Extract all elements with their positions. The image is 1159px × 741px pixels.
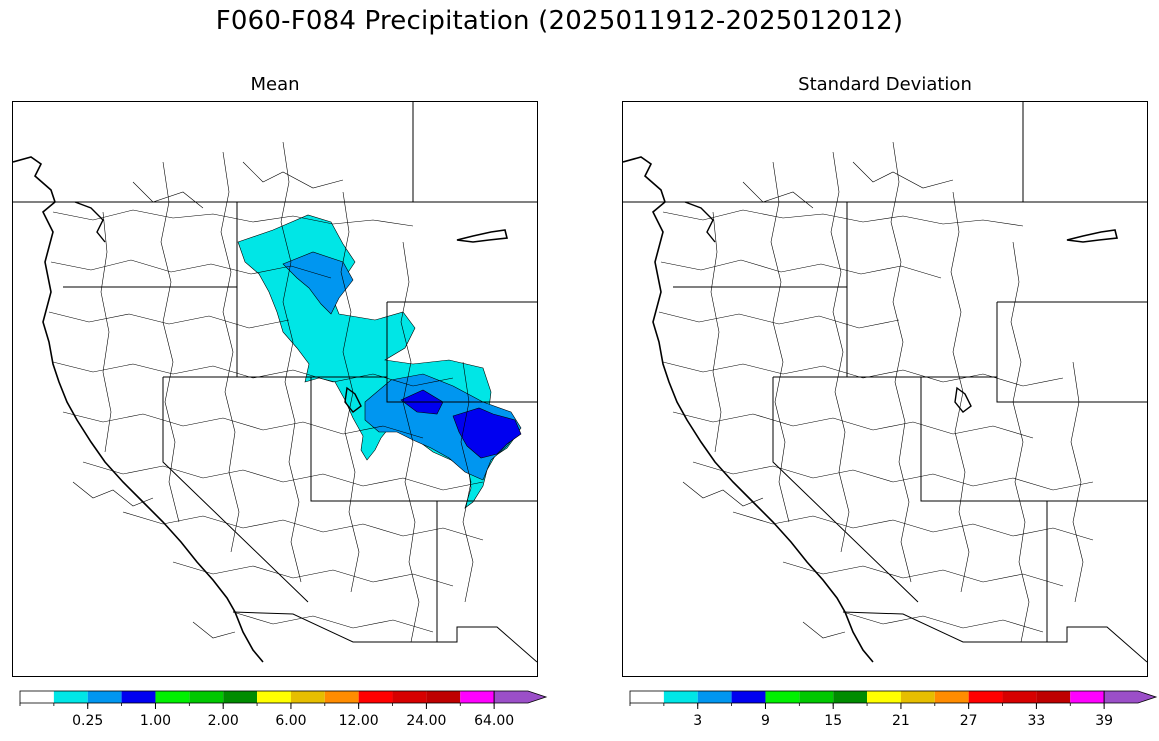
colorbar-tick-label: 27 bbox=[960, 713, 978, 729]
colorbar-stddev: 3 9 15 21 27 33 39 bbox=[628, 689, 1158, 737]
great-salt-lake bbox=[954, 386, 972, 413]
colorbar-swatch bbox=[731, 691, 766, 703]
colorbar-tick-label: 2.00 bbox=[208, 713, 239, 729]
precip-shading bbox=[237, 214, 522, 509]
figure-title: F060-F084 Precipitation (2025011912-2025… bbox=[215, 6, 904, 36]
colorbar-tick-label: 3 bbox=[693, 713, 702, 729]
colorbar-swatch bbox=[358, 691, 393, 703]
colorbar-swatch bbox=[934, 691, 969, 703]
colorbar-tick-label: 6.00 bbox=[275, 713, 306, 729]
colorbar-swatch bbox=[155, 691, 190, 703]
panel-title-mean: Mean bbox=[250, 74, 300, 95]
colorbar-swatch bbox=[697, 691, 732, 703]
map-stddev bbox=[622, 101, 1148, 677]
colorbar-swatch bbox=[121, 691, 156, 703]
colorbar-swatch bbox=[630, 691, 664, 703]
colorbar-extend-arrow bbox=[493, 690, 548, 704]
colorbar-extend-arrow bbox=[1103, 690, 1158, 704]
colorbar-swatch bbox=[87, 691, 122, 703]
precip-medium bbox=[282, 251, 354, 315]
colorbar-tick-label: 21 bbox=[892, 713, 910, 729]
colorbar-tick-label: 1.00 bbox=[140, 713, 171, 729]
colorbar-tick-label: 39 bbox=[1095, 713, 1113, 729]
colorbar-tick-label: 0.25 bbox=[72, 713, 103, 729]
colorbar-swatch bbox=[833, 691, 868, 703]
colorbar-swatch bbox=[20, 691, 54, 703]
colorbar-swatch bbox=[392, 691, 427, 703]
map-mean bbox=[12, 101, 538, 677]
colorbar-swatch bbox=[867, 691, 901, 703]
lake-superior bbox=[1066, 229, 1118, 243]
colorbar-swatch bbox=[799, 691, 834, 703]
colorbar-swatch bbox=[426, 691, 461, 703]
puget-sound bbox=[684, 201, 716, 243]
colorbar-tick-label: 15 bbox=[824, 713, 842, 729]
puget-sound bbox=[74, 201, 106, 243]
colorbar-swatch bbox=[1002, 691, 1037, 703]
great-salt-lake bbox=[344, 386, 362, 413]
coastline bbox=[623, 156, 874, 663]
state-borders bbox=[13, 102, 537, 663]
colorbar-swatch bbox=[968, 691, 1003, 703]
precip-heavy bbox=[452, 407, 522, 459]
colorbar-swatch bbox=[1036, 691, 1071, 703]
coastline bbox=[13, 156, 264, 663]
colorbar-swatch bbox=[290, 691, 325, 703]
colorbar-swatch bbox=[257, 691, 291, 703]
basin-boundaries bbox=[658, 141, 1094, 643]
colorbar-tick-label: 33 bbox=[1027, 713, 1045, 729]
colorbar-swatch bbox=[189, 691, 224, 703]
colorbar-mean: 0.25 1.00 2.00 6.00 12.00 24.00 64.00 bbox=[18, 689, 548, 737]
colorbar-swatch bbox=[1070, 691, 1105, 703]
colorbar-tick-label: 9 bbox=[761, 713, 770, 729]
colorbar-tick-label: 64.00 bbox=[474, 713, 514, 729]
colorbar-swatch bbox=[223, 691, 258, 703]
colorbar-tick-label: 12.00 bbox=[339, 713, 379, 729]
colorbar-swatch bbox=[900, 691, 935, 703]
lake-superior bbox=[456, 229, 508, 243]
basin-boundaries bbox=[48, 141, 484, 643]
colorbar-swatch bbox=[53, 691, 88, 703]
colorbar-swatch bbox=[460, 691, 495, 703]
colorbar-swatch bbox=[765, 691, 800, 703]
panel-title-stddev: Standard Deviation bbox=[798, 74, 972, 95]
colorbar-tick-label: 24.00 bbox=[406, 713, 446, 729]
colorbar-swatch bbox=[324, 691, 359, 703]
colorbar-swatch bbox=[663, 691, 698, 703]
state-borders bbox=[623, 102, 1147, 663]
